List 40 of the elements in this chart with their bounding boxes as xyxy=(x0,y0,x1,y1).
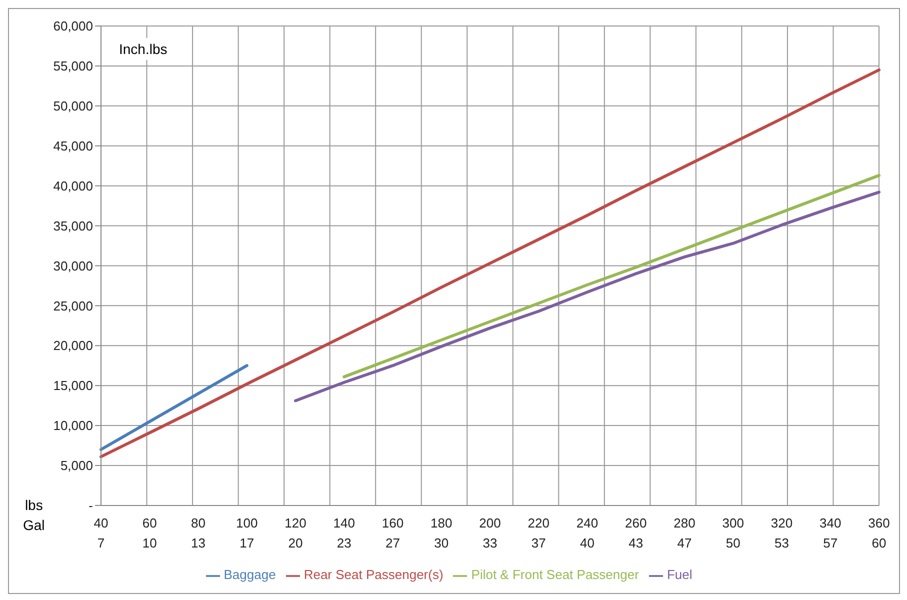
x-tick-label: 200 33 xyxy=(479,515,501,550)
x-tick-label: 100 17 xyxy=(236,515,258,550)
x-tick-label: 140 23 xyxy=(333,515,355,550)
x-tick-label: 120 20 xyxy=(284,515,306,550)
x-tick-label: 60 10 xyxy=(142,515,157,550)
x-tick-label: 220 37 xyxy=(528,515,550,550)
line-series xyxy=(100,364,248,452)
y-axis-title: Inch.lbs xyxy=(113,38,174,60)
y-tick-label: 20,000 xyxy=(53,338,93,354)
y-tick-label: 35,000 xyxy=(53,218,93,234)
y-tick-label: 55,000 xyxy=(53,58,93,74)
x-tick-label: 360 60 xyxy=(868,515,890,550)
y-tick-label: 40,000 xyxy=(53,178,93,194)
x-tick-label: 80 13 xyxy=(191,515,206,550)
x-tick-label: 40 7 xyxy=(94,515,108,550)
x-tick-label: 240 40 xyxy=(576,515,598,550)
y-tick-label: - xyxy=(88,498,93,514)
y-tick-label: 5,000 xyxy=(60,458,93,474)
legend-label: Rear Seat Passenger(s) xyxy=(304,567,444,582)
x-axis-title: lbs Gal xyxy=(23,496,45,535)
legend-label: Baggage xyxy=(224,567,276,582)
y-tick-label: 25,000 xyxy=(53,298,93,314)
line-series xyxy=(294,190,880,402)
y-tick-label: 45,000 xyxy=(53,138,93,154)
x-tick-label: 260 43 xyxy=(625,515,647,550)
line-series xyxy=(100,68,880,458)
x-tick-label: 340 57 xyxy=(820,515,842,550)
legend-label: Fuel xyxy=(666,567,692,582)
x-tick-label: 180 30 xyxy=(430,515,452,550)
x-tick-label: 160 27 xyxy=(382,515,404,550)
y-tick-label: 15,000 xyxy=(53,378,93,394)
line-series xyxy=(342,174,880,378)
y-tick-label: 10,000 xyxy=(53,418,93,434)
y-tick-label: 30,000 xyxy=(53,258,93,274)
x-tick-label: 320 53 xyxy=(770,515,793,550)
legend-label: Pilot & Front Seat Passenger xyxy=(471,567,639,582)
y-tick-label: 50,000 xyxy=(53,98,93,114)
x-tick-label: 300 50 xyxy=(722,515,744,550)
y-tick-label: 60,000 xyxy=(53,18,93,34)
x-tick-label: 280 47 xyxy=(674,515,696,550)
